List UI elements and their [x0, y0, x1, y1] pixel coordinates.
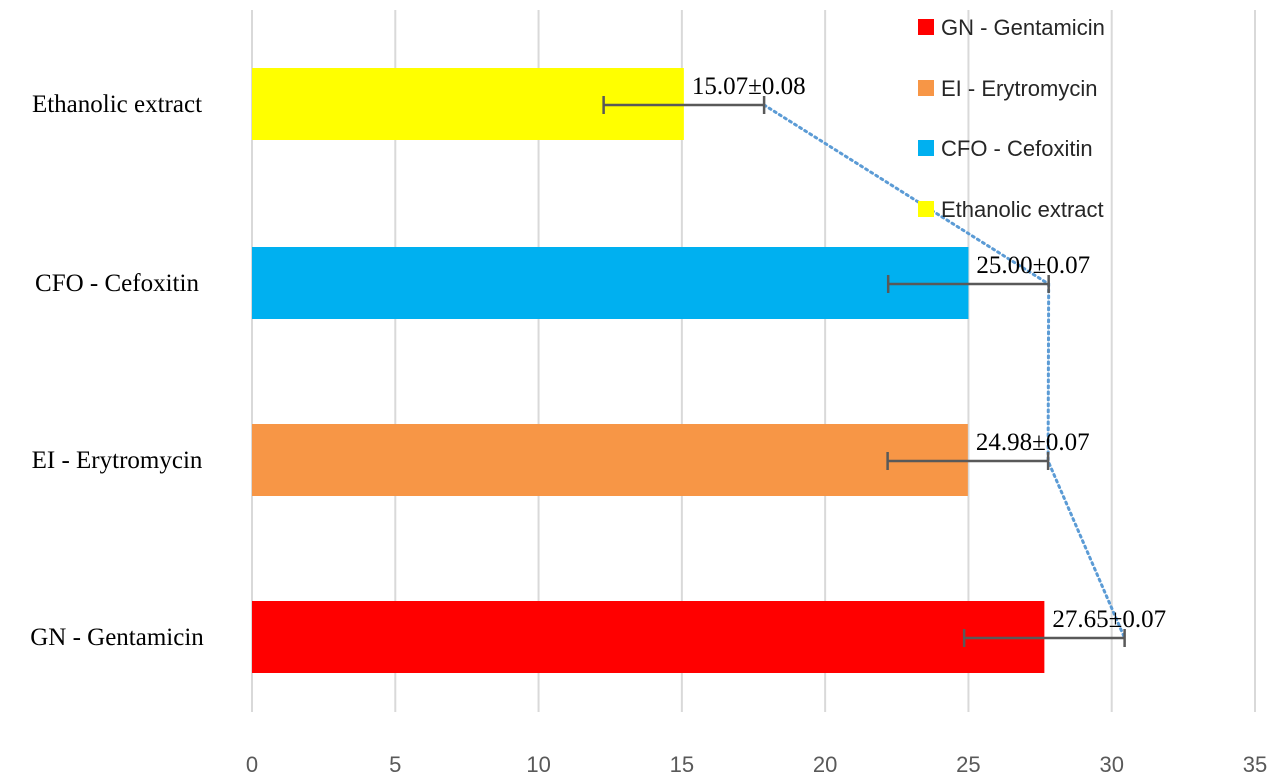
- bar: [252, 424, 968, 496]
- category-label: Ethanolic extract: [32, 91, 202, 118]
- data-label: 27.65±0.07: [1052, 606, 1166, 633]
- x-tick-label: 20: [813, 752, 837, 777]
- error-bars: [602, 96, 1126, 647]
- x-tick-label: 5: [389, 752, 401, 777]
- legend-swatch: [918, 201, 934, 217]
- trendline: [762, 103, 1127, 640]
- category-label: EI - Erytromycin: [32, 447, 203, 474]
- x-tick-label: 25: [956, 752, 980, 777]
- legend-label: CFO - Cefoxitin: [941, 136, 1093, 161]
- category-label: GN - Gentamicin: [30, 624, 204, 651]
- legend-label: GN - Gentamicin: [941, 15, 1105, 40]
- x-tick-label: 35: [1243, 752, 1267, 777]
- x-tick-label: 15: [670, 752, 694, 777]
- data-label: 25.00±0.07: [976, 252, 1090, 279]
- x-tick-label: 10: [526, 752, 550, 777]
- data-label: 24.98±0.07: [976, 429, 1090, 456]
- bar: [252, 247, 969, 319]
- legend-label: EI - Erytromycin: [941, 76, 1097, 101]
- category-labels: GN - Gentamicin EI - Erytromycin CFO - Cef…: [30, 91, 204, 651]
- data-labels: 27.65±0.07 24.98±0.07 25.00±0.07 15.07±0.08: [692, 73, 1166, 633]
- data-label: 15.07±0.08: [692, 73, 806, 100]
- bar: [252, 601, 1045, 673]
- trendline-path: [762, 103, 1127, 640]
- legend-swatch: [918, 80, 934, 96]
- legend-swatch: [918, 140, 934, 156]
- x-tick-label: 0: [246, 752, 258, 777]
- x-tick-label: 30: [1099, 752, 1123, 777]
- bars: [252, 68, 1045, 673]
- category-label: CFO - Cefoxitin: [35, 270, 199, 297]
- legend-swatch: [918, 19, 934, 35]
- x-axis-ticks: 0 5 10 15 20 25 30 35: [246, 752, 1267, 777]
- legend: GN - Gentamicin EI - Erytromycin CFO - Cef…: [918, 15, 1105, 222]
- legend-label: Ethanolic extract: [941, 197, 1104, 222]
